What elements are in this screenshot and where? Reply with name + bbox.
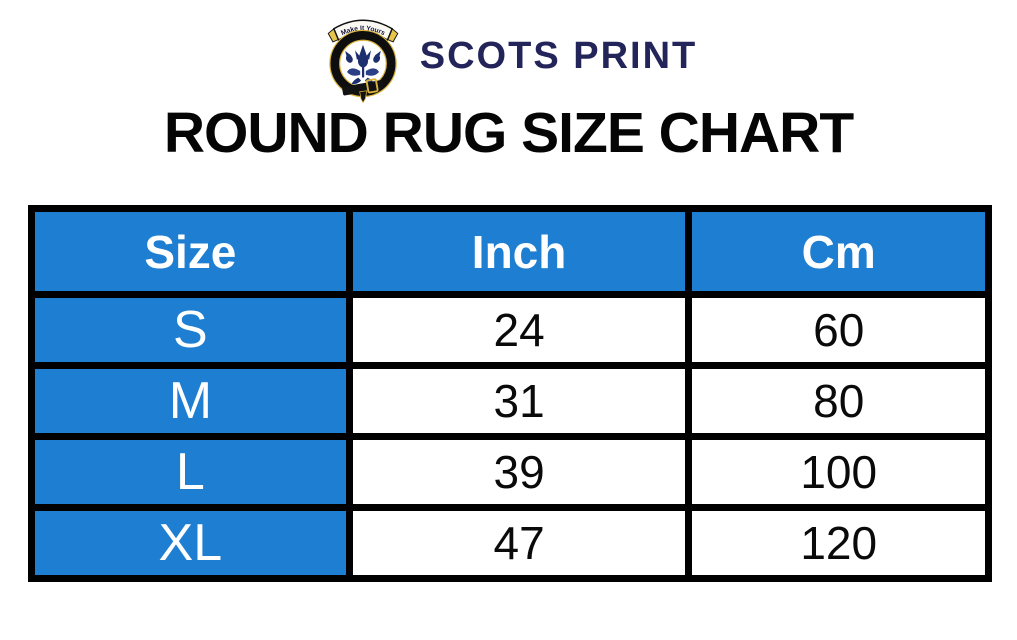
header-cell-cm: Cm xyxy=(685,205,992,298)
logo-buckle-icon xyxy=(341,78,384,103)
table-row: S 24 60 xyxy=(28,291,992,369)
cm-cell: 100 xyxy=(685,433,992,511)
size-chart-table: Size Inch Cm S 24 60 M 31 80 L 39 100 xyxy=(28,205,992,582)
size-cell: L xyxy=(28,433,353,511)
logo-thistle-icon xyxy=(344,44,381,85)
brand-name: SCOTS PRINT xyxy=(419,34,698,77)
table-row: XL 47 120 xyxy=(28,504,992,582)
header-cell-size: Size xyxy=(28,205,353,298)
size-cell: S xyxy=(28,291,353,369)
page-title: ROUND RUG SIZE CHART xyxy=(163,101,854,165)
table-row: M 31 80 xyxy=(28,362,992,440)
header-cell-inch: Inch xyxy=(345,205,693,298)
inch-cell: 47 xyxy=(345,504,693,582)
cm-cell: 60 xyxy=(685,291,992,369)
inch-cell: 24 xyxy=(345,291,693,369)
cm-cell: 120 xyxy=(685,504,992,582)
cm-cell: 80 xyxy=(685,362,992,440)
brand-header: Make It Yours xyxy=(0,8,1017,104)
header-row: Size Inch Cm xyxy=(28,205,992,298)
size-cell: XL xyxy=(28,504,353,582)
inch-cell: 39 xyxy=(345,433,693,511)
crest-logo-icon: Make It Yours xyxy=(327,19,399,103)
size-cell: M xyxy=(28,362,353,440)
inch-cell: 31 xyxy=(345,362,693,440)
table-row: L 39 100 xyxy=(28,433,992,511)
